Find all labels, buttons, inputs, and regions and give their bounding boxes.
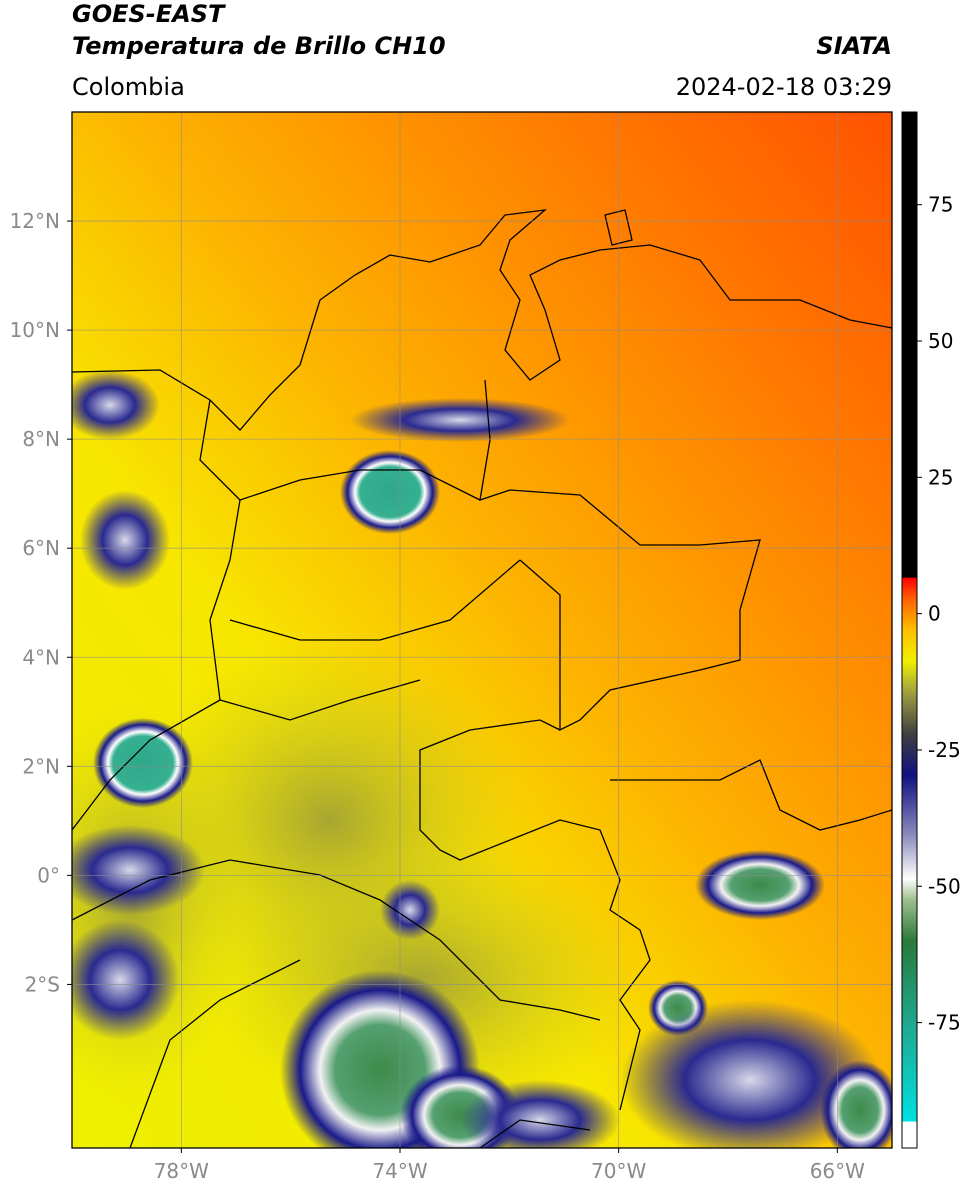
x-tick-label: 78°W bbox=[154, 1159, 209, 1183]
colorbar-tick-label: -50 bbox=[928, 874, 961, 898]
subtitle: Temperatura de Brillo CH10 bbox=[72, 32, 446, 60]
colorbar-tick-label: -25 bbox=[928, 738, 961, 762]
map-frame bbox=[71, 111, 893, 1149]
colorbar bbox=[901, 111, 918, 1149]
y-tick-label: 12°N bbox=[10, 209, 60, 233]
y-tick-label: 6°N bbox=[22, 536, 60, 560]
y-tick-label: 8°N bbox=[22, 427, 60, 451]
x-tick-label: 70°W bbox=[591, 1159, 646, 1183]
y-tick-label: 0° bbox=[37, 863, 60, 887]
grid bbox=[72, 112, 892, 1148]
datetime: 2024-02-18 03:29 bbox=[676, 73, 892, 101]
colorbar-tick-label: 50 bbox=[928, 329, 953, 353]
y-tick-label: 2°N bbox=[22, 754, 60, 778]
colorbar-tick-label: 75 bbox=[928, 193, 953, 217]
source: SIATA bbox=[816, 32, 892, 60]
satellite-image bbox=[72, 112, 892, 1148]
y-tick-label: 10°N bbox=[10, 318, 60, 342]
colorbar-tick-label: 25 bbox=[928, 465, 953, 489]
y-tick-label: 4°N bbox=[22, 645, 60, 669]
y-tick-label: 2°S bbox=[25, 972, 60, 996]
x-tick-label: 66°W bbox=[810, 1159, 865, 1183]
x-tick-label: 74°W bbox=[372, 1159, 427, 1183]
colorbar-tick-label: 0 bbox=[928, 602, 941, 626]
region: Colombia bbox=[72, 73, 185, 101]
title: GOES-EAST bbox=[72, 0, 226, 28]
colorbar-tick-label: -75 bbox=[928, 1011, 961, 1035]
